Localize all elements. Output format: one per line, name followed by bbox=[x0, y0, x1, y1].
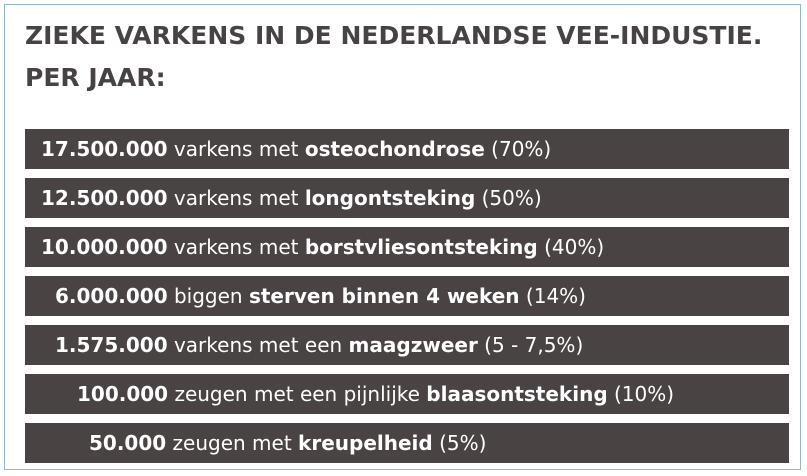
statistic-disease: osteochondrose bbox=[304, 137, 485, 161]
statistic-disease: sterven binnen 4 weken bbox=[248, 284, 520, 308]
statistic-disease: blaasontsteking bbox=[426, 382, 608, 406]
statistic-percent: (10%) bbox=[607, 382, 675, 406]
statistic-text: varkens met bbox=[167, 235, 305, 259]
statistic-disease: longontsteking bbox=[304, 186, 476, 210]
statistic-percent: (40%) bbox=[537, 235, 605, 259]
statistic-row-biggensterfte: 6.000.000 biggen sterven binnen 4 weken … bbox=[25, 276, 789, 316]
statistic-percent: (14%) bbox=[519, 284, 586, 308]
statistic-row-kreupelheid: 50.000 zeugen met kreupelheid (5%) bbox=[25, 423, 789, 463]
statistic-text: zeugen met een pijnlijke bbox=[168, 382, 427, 406]
statistic-disease: kreupelheid bbox=[298, 431, 433, 455]
statistic-text: zeugen met bbox=[166, 431, 299, 455]
statistic-percent: (50%) bbox=[475, 186, 542, 210]
title-line-2: PER JAAR: bbox=[25, 63, 166, 92]
statistic-row-borstvliesontsteking: 10.000.000 varkens met borstvliesontstek… bbox=[25, 227, 789, 267]
statistic-percent: (5 - 7,5%) bbox=[477, 333, 584, 357]
statistic-row-osteochondrose: 17.500.000 varkens met osteochondrose (7… bbox=[25, 129, 789, 169]
statistic-count: 6.000.000 bbox=[55, 284, 168, 308]
statistic-percent: (70%) bbox=[484, 137, 552, 161]
statistic-text: varkens met een bbox=[167, 333, 349, 357]
statistic-row-maagzweer: 1.575.000 varkens met een maagzweer (5 -… bbox=[25, 325, 789, 365]
infographic-frame: ZIEKE VARKENS IN DE NEDERLANDSE VEE-INDU… bbox=[4, 4, 801, 470]
statistic-text: varkens met bbox=[167, 137, 305, 161]
statistic-count: 50.000 bbox=[89, 431, 167, 455]
statistic-count: 100.000 bbox=[77, 382, 169, 406]
statistic-text: varkens met bbox=[167, 186, 305, 210]
statistic-disease: borstvliesontsteking bbox=[304, 235, 538, 259]
statistics-list: 17.500.000 varkens met osteochondrose (7… bbox=[25, 129, 789, 472]
statistic-count: 12.500.000 bbox=[41, 186, 168, 210]
title-line-1: ZIEKE VARKENS IN DE NEDERLANDSE VEE-INDU… bbox=[25, 21, 763, 50]
statistic-percent: (5%) bbox=[432, 431, 487, 455]
statistic-disease: maagzweer bbox=[348, 333, 478, 357]
statistic-count: 10.000.000 bbox=[41, 235, 168, 259]
statistic-row-longontsteking: 12.500.000 varkens met longontsteking (5… bbox=[25, 178, 789, 218]
statistic-count: 1.575.000 bbox=[55, 333, 168, 357]
statistic-row-blaasontsteking: 100.000 zeugen met een pijnlijke blaason… bbox=[25, 374, 789, 414]
statistic-count: 17.500.000 bbox=[41, 137, 168, 161]
infographic-title: ZIEKE VARKENS IN DE NEDERLANDSE VEE-INDU… bbox=[25, 15, 795, 99]
statistic-text: biggen bbox=[167, 284, 249, 308]
